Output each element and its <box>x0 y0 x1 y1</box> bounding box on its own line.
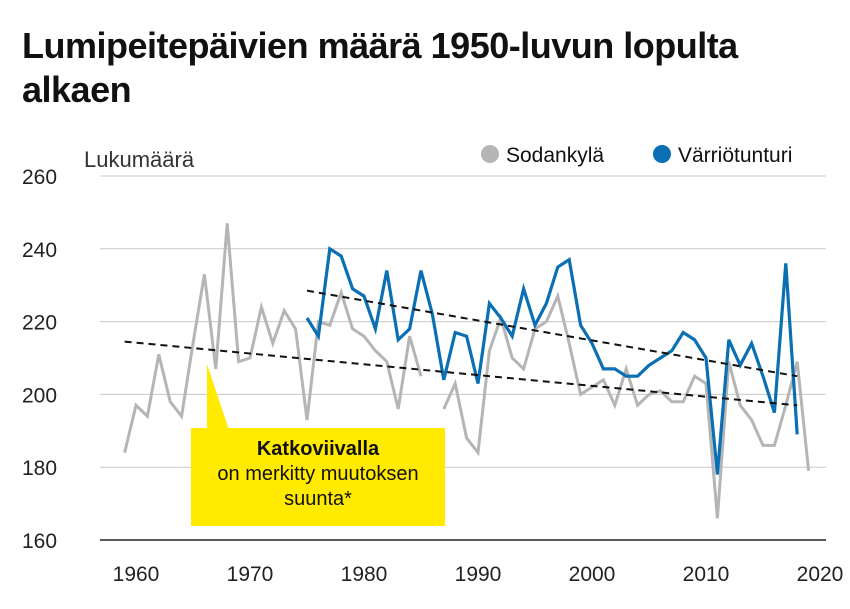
series-line-sodankyla-1 <box>442 291 811 519</box>
y-tick-label-220: 220 <box>22 312 57 335</box>
annotation-callout: Katkoviivalla on merkitty muutoksen suun… <box>191 428 445 526</box>
series-line-varriotunturi-0 <box>305 246 799 475</box>
y-axis-label: Lukumäärä <box>84 147 195 172</box>
y-tick-label-160: 160 <box>22 530 57 553</box>
annotation-line-2: suunta* <box>284 488 352 510</box>
legend-label-varriotunturi: Värriötunturi <box>678 144 792 167</box>
x-tick-label-2000: 2000 <box>569 563 616 586</box>
legend-label-sodankyla: Sodankylä <box>506 144 604 167</box>
series-lines <box>123 223 811 519</box>
x-tick-label-2010: 2010 <box>683 563 730 586</box>
x-tick-label-1990: 1990 <box>455 563 502 586</box>
y-tick-label-240: 240 <box>22 239 57 262</box>
y-tick-label-180: 180 <box>22 457 57 480</box>
grid-lines <box>100 175 826 541</box>
legend: Sodankylä Värriötunturi <box>481 144 792 167</box>
trend-line-1 <box>306 289 798 378</box>
legend-marker-sodankyla <box>481 145 499 163</box>
annotation-title: Katkoviivalla <box>256 438 380 460</box>
y-tick-label-260: 260 <box>22 166 57 189</box>
x-tick-label-1960: 1960 <box>113 563 160 586</box>
legend-marker-varriotunturi <box>653 145 671 163</box>
y-tick-label-200: 200 <box>22 384 57 407</box>
x-tick-label-1970: 1970 <box>227 563 274 586</box>
x-tick-label-2020: 2020 <box>797 563 844 586</box>
x-axis-ticks: 1960 1970 1980 1990 2000 2010 2020 <box>113 563 844 586</box>
callout-pointer <box>207 364 229 430</box>
series-line-sodankyla-0 <box>123 223 423 453</box>
chart-title: Lumipeitepäivien määrä 1950-luvun lopult… <box>22 25 738 110</box>
annotation-line-1: on merkitty muutoksen <box>217 463 419 485</box>
trend-lines <box>124 289 798 407</box>
trend-line-0 <box>124 340 798 407</box>
y-axis-ticks: 160 180 200 220 240 260 <box>22 166 57 553</box>
x-tick-label-1980: 1980 <box>341 563 388 586</box>
